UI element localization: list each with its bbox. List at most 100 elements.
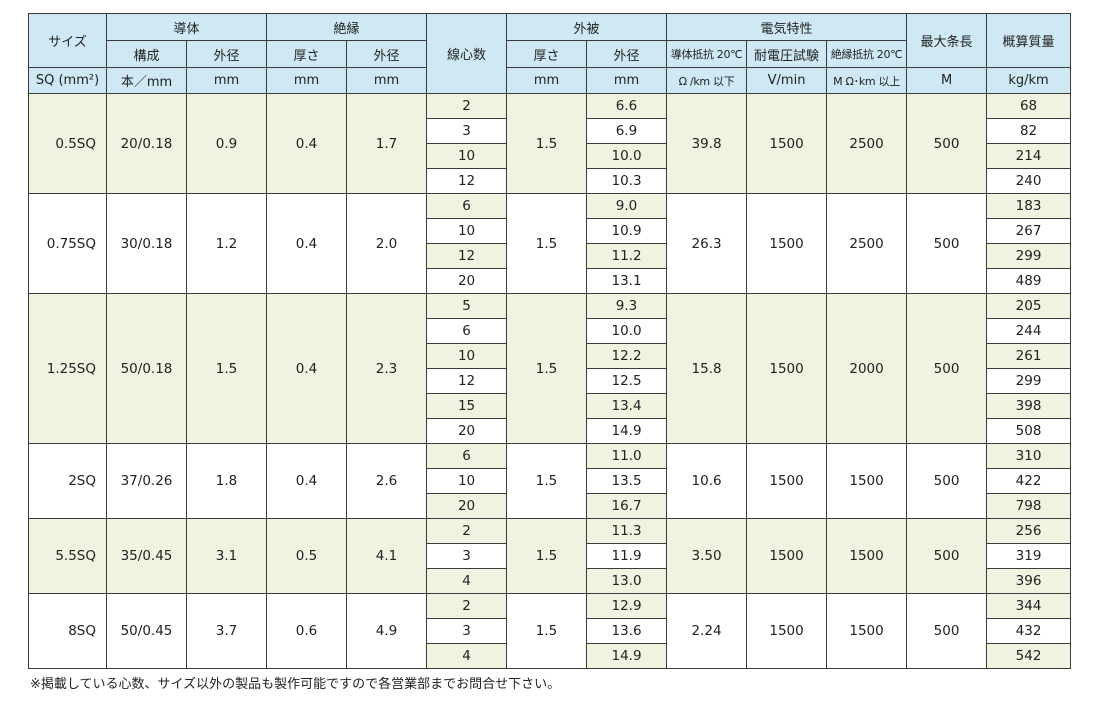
col-sheath-od-header: 外径: [586, 40, 668, 68]
unit-structure: 本／mm: [106, 67, 187, 94]
cores-cell: 10: [426, 468, 508, 494]
max-length-cell: 500: [906, 593, 988, 669]
sheath-od-cell: 6.6: [586, 93, 668, 119]
sheath-od-cell: 14.9: [586, 418, 668, 444]
table-row: 20 16.7 798: [29, 493, 1072, 519]
conductor-od-cell: 1.8: [185, 443, 268, 519]
sheath-od-cell: 11.0: [586, 443, 668, 469]
weight-cell: 396: [986, 568, 1072, 594]
sheath-thickness-cell: 1.5: [506, 443, 588, 519]
conductor-od-cell: 0.9: [185, 93, 268, 194]
weight-cell: 82: [986, 118, 1072, 144]
ins-od-cell: 4.1: [346, 518, 428, 594]
ins-od-cell: 4.9: [346, 593, 428, 669]
col-conductor-header: 導体: [105, 13, 268, 41]
cores-cell: 3: [426, 618, 508, 644]
ins-od-cell: 2.0: [346, 193, 428, 294]
structure-cell: 35/0.45: [106, 518, 187, 594]
sheath-od-cell: 6.9: [586, 118, 668, 144]
structure-cell: 20/0.18: [106, 93, 187, 194]
weight-cell: 542: [986, 643, 1072, 669]
table-row: 0.5SQ 20/0.18 0.9 0.4 1.7 2 1.5 6.6 39.8 1500 2500…: [28, 93, 1072, 194]
unit-size: SQ (mm²): [28, 67, 107, 94]
weight-cell: 214: [986, 143, 1072, 169]
weight-cell: 261: [986, 343, 1072, 369]
withstand-cell: 1500: [746, 443, 828, 519]
sheath-od-cell: 10.0: [586, 143, 668, 169]
ins-resistance-cell: 2500: [826, 193, 908, 294]
col-sheath-header: 外被: [506, 13, 668, 41]
cores-cell: 10: [426, 343, 508, 369]
weight-cell: 319: [986, 543, 1072, 569]
structure-cell: 30/0.18: [106, 193, 187, 294]
unit-ins-od: mm: [346, 67, 428, 94]
sheath-od-cell: 10.3: [586, 168, 668, 194]
max-length-cell: 500: [906, 193, 988, 294]
cores-cell: 10: [426, 218, 508, 244]
weight-cell: 344: [986, 593, 1072, 619]
ins-resistance-cell: 1500: [826, 593, 908, 669]
sheath-od-cell: 13.6: [586, 618, 668, 644]
resistance-cell: 3.50: [666, 518, 748, 594]
withstand-cell: 1500: [746, 93, 828, 194]
weight-cell: 205: [986, 293, 1072, 319]
cores-cell: 2: [426, 93, 508, 119]
col-ins-od-header: 外径: [346, 40, 428, 68]
ins-od-cell: 2.6: [346, 443, 428, 519]
ins-od-cell: 1.7: [346, 93, 428, 194]
sheath-od-cell: 10.0: [586, 318, 668, 344]
col-insulation-header: 絶縁: [266, 13, 428, 41]
table-row: 20 13.1 489: [29, 268, 1072, 294]
table-body: 0.5SQ 20/0.18 0.9 0.4 1.7 2 1.5 6.6 39.8 1500 2500…: [28, 93, 1072, 669]
structure-cell: 50/0.18: [106, 293, 187, 444]
table-row: 4 14.9 542: [29, 643, 1072, 669]
table-row: 0.75SQ 30/0.18 1.2 0.4 2.0 6 1.5 9.0 26.3 1500 250…: [28, 193, 1072, 294]
col-conductor-od-header: 外径: [185, 40, 268, 68]
sheath-od-cell: 10.9: [586, 218, 668, 244]
weight-cell: 267: [986, 218, 1072, 244]
resistance-cell: 2.24: [666, 593, 748, 669]
weight-cell: 68: [986, 93, 1072, 119]
size-cell: 5.5SQ: [28, 518, 107, 594]
ins-resistance-cell: 2500: [826, 93, 908, 194]
structure-cell: 50/0.45: [106, 593, 187, 669]
table-row: 4 13.0 396: [29, 568, 1072, 594]
resistance-cell: 10.6: [666, 443, 748, 519]
unit-withstand: V/min: [746, 67, 828, 94]
weight-cell: 256: [986, 518, 1072, 544]
ins-resistance-cell: 2000: [826, 293, 908, 444]
table-row: 3 6.9 82: [29, 118, 1072, 144]
sheath-od-cell: 12.9: [586, 593, 668, 619]
sheath-od-cell: 12.5: [586, 368, 668, 394]
sheath-thickness-cell: 1.5: [506, 293, 588, 444]
cores-cell: 2: [426, 518, 508, 544]
ins-thickness-cell: 0.4: [266, 443, 348, 519]
table-row: 12 12.5 299: [29, 368, 1072, 394]
col-size-header: サイズ: [28, 13, 107, 68]
weight-cell: 240: [986, 168, 1072, 194]
table-row: 10 13.5 422: [29, 468, 1072, 494]
col-ins-resistance-header: 絶縁抵抗 20℃: [826, 40, 908, 68]
table-row: 2SQ 37/0.26 1.8 0.4 2.6 6 1.5 11.0 10.6 1500 1500 5…: [28, 443, 1072, 519]
weight-cell: 310: [986, 443, 1072, 469]
sheath-od-cell: 16.7: [586, 493, 668, 519]
col-resistance-header: 導体抵抗 20℃: [666, 40, 748, 68]
cores-cell: 12: [426, 168, 508, 194]
col-ins-thickness-header: 厚さ: [266, 40, 348, 68]
structure-cell: 37/0.26: [106, 443, 187, 519]
table-row: 10 10.0 214: [29, 143, 1072, 169]
sheath-od-cell: 9.3: [586, 293, 668, 319]
col-weight-header: 概算質量: [986, 13, 1072, 68]
conductor-od-cell: 3.7: [185, 593, 268, 669]
sheath-od-cell: 11.9: [586, 543, 668, 569]
ins-thickness-cell: 0.5: [266, 518, 348, 594]
cores-cell: 20: [426, 418, 508, 444]
withstand-cell: 1500: [746, 193, 828, 294]
max-length-cell: 500: [906, 518, 988, 594]
table-row: 3 11.9 319: [29, 543, 1072, 569]
cores-cell: 2: [426, 593, 508, 619]
cores-cell: 4: [426, 568, 508, 594]
size-cell: 1.25SQ: [28, 293, 107, 444]
weight-cell: 398: [986, 393, 1072, 419]
size-cell: 2SQ: [28, 443, 107, 519]
